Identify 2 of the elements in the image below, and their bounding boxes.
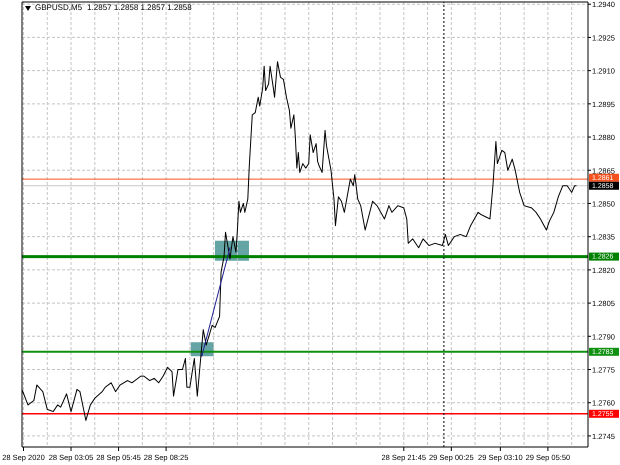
chart-title: GBPUSD,M5 (35, 3, 82, 13)
chart-subtitle: 1.2857 1.2858 1.2857 1.2858 (87, 3, 192, 13)
